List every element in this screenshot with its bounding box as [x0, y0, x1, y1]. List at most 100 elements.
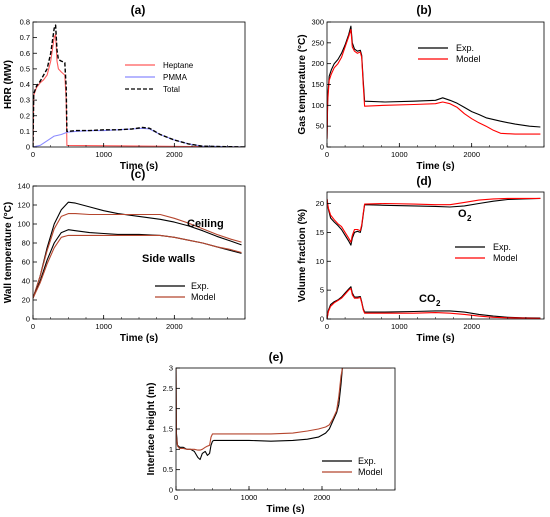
y-tick-label: 0.5 [20, 64, 30, 73]
legend-label: Total [163, 85, 180, 94]
legend-label: Model [456, 54, 481, 64]
y-tick-label: 80 [22, 239, 30, 248]
x-tick-label: 0 [31, 150, 35, 159]
chart-panel-d: (d) 0 1000 2000 0 5 10 15 20 Time (s) Volume fract… [297, 174, 545, 344]
y-tick-label: 20 [316, 199, 324, 208]
y-tick-label: 300 [311, 18, 324, 27]
x-axis-title: Time (s) [416, 161, 454, 172]
series-line-1 [176, 368, 392, 451]
legend-label: Model [191, 292, 216, 302]
y-tick-label: 3 [169, 364, 173, 373]
panel-label: (b) [416, 3, 431, 17]
legend-label: Exp. [358, 456, 376, 466]
x-tick-label: 0 [325, 150, 329, 159]
y-tick-label: 0 [320, 143, 324, 152]
x-tick-label: 2000 [166, 322, 183, 331]
y-tick-label: 0.2 [20, 111, 30, 120]
y-tick-label: 15 [316, 228, 324, 237]
y-tick-label: 120 [17, 201, 30, 210]
x-tick-label: 1000 [95, 322, 112, 331]
y-tick-label: 0 [320, 315, 324, 324]
y-tick-label: 0.5 [163, 465, 173, 474]
y-tick-label: 140 [17, 182, 30, 191]
y-tick-label: 0 [26, 315, 30, 324]
x-tick-label: 0 [325, 322, 329, 331]
series-group [327, 197, 541, 319]
y-axis-title: Gas temperature (°C) [297, 34, 308, 134]
y-tick-label: 60 [22, 258, 30, 267]
y-tick-label: 0 [169, 486, 173, 495]
legend-label: Exp. [456, 43, 474, 53]
y-tick-label: 1.5 [163, 425, 173, 434]
series-line-2 [33, 229, 242, 299]
annotations-c: Ceiling Side walls [142, 218, 224, 265]
y-tick-label: 2 [169, 404, 173, 413]
y-tick-label: 0.4 [20, 80, 30, 89]
legend: Exp.Model [155, 281, 216, 302]
x-tick-label: 1000 [391, 150, 408, 159]
chart-panel-c: (c) 0 1000 2000 0 20 40 60 80 100 120 140 Time (s) Wa… [3, 167, 246, 344]
series-group [327, 25, 541, 139]
annotation-side-walls: Side walls [142, 253, 195, 265]
y-tick-label: 150 [311, 80, 324, 89]
legend: Exp.Model [455, 242, 518, 263]
y-tick-label: 1 [169, 445, 173, 454]
x-tick-label: 0 [31, 322, 35, 331]
x-tick-label: 2000 [463, 322, 480, 331]
y-tick-label: 0.6 [20, 49, 30, 58]
y-tick-label: 5 [320, 286, 324, 295]
legend: Exp.Model [322, 456, 383, 477]
series-line-2 [33, 24, 245, 147]
x-tick-label: 1000 [241, 493, 258, 502]
y-tick-label: 40 [22, 277, 30, 286]
annotation-co2-subscript: 2 [436, 299, 441, 308]
panel-label: (c) [131, 167, 146, 181]
series-line-0 [33, 33, 245, 147]
y-axis-title: HRR (MW) [3, 60, 14, 109]
y-tick-label: 250 [311, 38, 324, 47]
legend-label: Exp. [191, 281, 209, 291]
y-tick-label: 0.7 [20, 33, 30, 42]
legend-label: Exp. [493, 242, 511, 252]
y-tick-label: 0 [26, 143, 30, 152]
panel-label: (a) [131, 3, 146, 17]
x-tick-label: 0 [174, 493, 178, 502]
y-tick-label: 0.1 [20, 127, 30, 136]
chart-panel-e: (e) 0 1000 2000 0 0.5 1 1.5 2 2.5 3 Time (s) Interfa… [146, 350, 396, 515]
legend: Heptane PMMA Total [125, 61, 194, 94]
annotation-ceiling: Ceiling [187, 218, 224, 230]
series-line-0 [33, 201, 242, 299]
series-group [33, 24, 245, 147]
series-group [176, 368, 392, 461]
series-line-0 [327, 197, 541, 246]
series-line-3 [33, 234, 242, 299]
annotation-o2: O [458, 208, 467, 220]
series-line-1 [327, 28, 541, 139]
y-tick-label: 0.3 [20, 96, 30, 105]
x-axis-title: Time (s) [120, 161, 158, 172]
y-axis-title: Wall temperature (°C) [3, 202, 14, 303]
x-tick-label: 1000 [391, 322, 408, 331]
series-group [33, 201, 242, 299]
chart-panel-b: (b) 0 1000 2000 0 50 100 150 200 250 300 Time (s) Ga… [297, 3, 545, 172]
legend-label: Heptane [163, 61, 194, 70]
plot-frame [326, 21, 545, 148]
series-line-1 [33, 213, 242, 299]
x-tick-label: 1000 [95, 150, 112, 159]
series-line-0 [327, 25, 541, 139]
x-axis-title: Time (s) [266, 504, 304, 515]
y-tick-label: 10 [316, 257, 324, 266]
x-tick-label: 2000 [166, 150, 183, 159]
y-tick-label: 20 [22, 296, 30, 305]
y-axis-title: Interface height (m) [146, 383, 157, 476]
x-tick-label: 2000 [314, 493, 331, 502]
annotation-o2-subscript: 2 [467, 214, 472, 223]
panel-label: (d) [416, 174, 431, 188]
legend-label: Model [358, 467, 383, 477]
x-axis-title: Time (s) [120, 333, 158, 344]
series-line-1 [327, 197, 541, 243]
series-line-3 [327, 287, 541, 319]
y-tick-label: 100 [311, 101, 324, 110]
panel-label: (e) [269, 350, 284, 364]
